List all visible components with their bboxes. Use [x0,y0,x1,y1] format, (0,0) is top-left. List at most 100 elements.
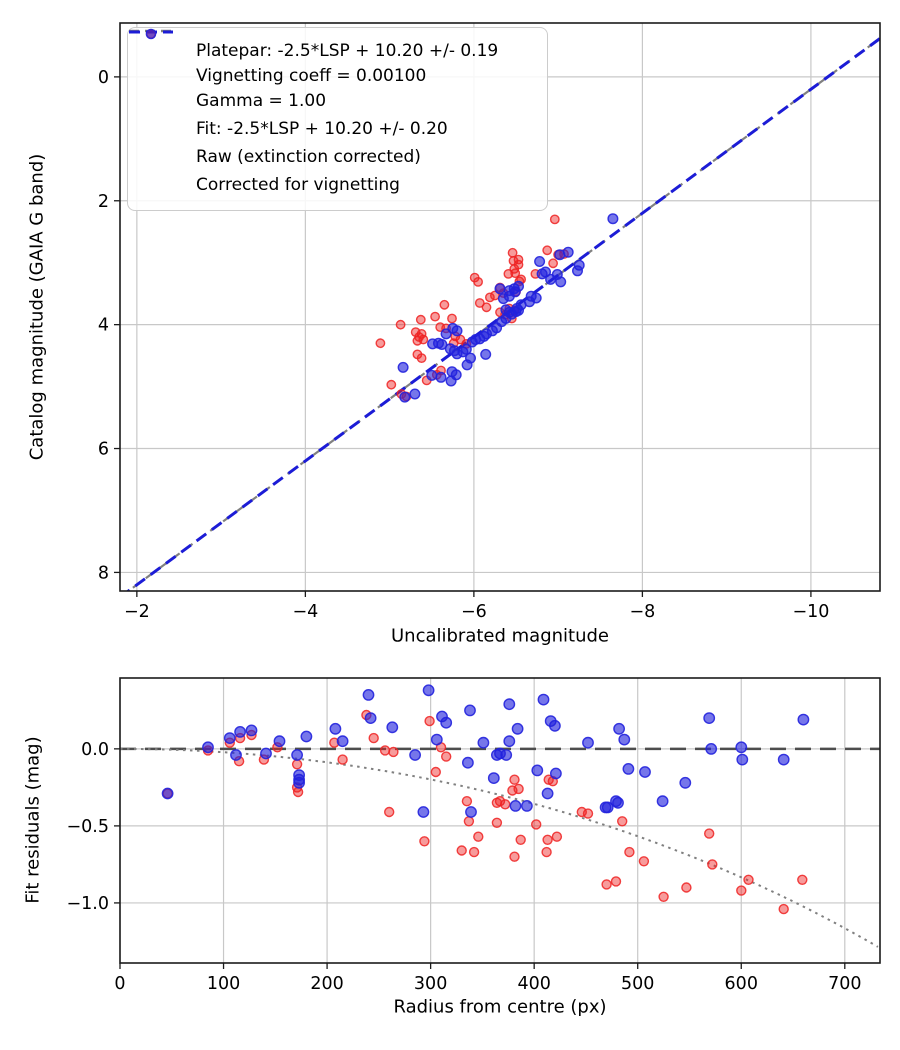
data-point [524,296,536,308]
data-point [500,799,511,810]
data-point [735,741,748,754]
bottom-y-axis-label: Fit residuals (mag) [22,736,44,904]
data-point [456,845,467,856]
bottom-plot: 0 100 200 300 400 500 600 700 0.0 −0.5 −1.0 [67,677,881,994]
data-point [491,322,503,334]
data-point [430,766,441,778]
data-point [537,693,550,706]
data-point [551,831,563,842]
data-point [292,786,304,798]
x-tick-label: −4 [292,602,318,622]
data-point [572,265,584,277]
data-point [797,874,808,885]
data-point [230,749,242,761]
data-point [509,774,520,785]
data-point [509,851,520,862]
data-point [436,339,448,351]
data-point [449,345,461,357]
data-point [705,743,718,755]
data-point [656,795,669,808]
data-point [291,749,303,761]
vignetting-curve [120,747,879,948]
data-point [613,722,625,735]
data-point [397,361,409,373]
data-point [484,292,495,303]
y-tick-label: 0.0 [81,740,109,760]
legend-raw-label: Raw (extinction corrected) [196,147,421,167]
x-tick-label: −2 [124,602,150,622]
data-point [395,319,406,330]
data-point [260,747,272,760]
data-point [293,776,305,789]
data-point [542,245,553,256]
tick-labels: 0 100 200 300 400 500 600 700 0.0 −0.5 −1.0 [67,740,862,994]
data-point [473,831,484,842]
data-point [362,689,375,701]
data-point [223,732,236,744]
x-tick-label: 300 [414,974,447,994]
data-point [624,846,635,858]
data-point [440,716,453,729]
y-tick-label: 8 [98,563,109,583]
legend-entry-corrected: Corrected for vignetting [140,28,537,198]
data-point [412,335,423,346]
data-point [601,801,614,814]
x-tick-label: 700 [828,974,861,994]
data-point [541,787,554,800]
data-point [494,796,506,807]
series-corrected [397,213,619,403]
data-point [468,846,480,858]
plot-content [120,684,880,948]
legend-platepar-line3: Gamma = 1.00 [196,91,327,111]
data-point [465,806,477,818]
data-point [638,856,650,867]
data-point [464,704,476,717]
data-point [487,772,500,784]
data-point [417,806,430,818]
data-point [441,751,452,762]
data-point [601,879,612,890]
data-point [639,766,651,778]
data-point [607,213,619,225]
bottom-x-axis-label: Radius from centre (px) [393,996,607,1018]
data-point [447,313,457,324]
legend: Platepar: -2.5*LSP + 10.20 +/- 0.19 Vign… [127,27,548,211]
fit-line [125,37,880,591]
legend-entry-platepar: Platepar: -2.5*LSP + 10.20 +/- 0.19 Vign… [129,29,537,114]
axes-spines [119,677,881,964]
data-point [416,353,427,363]
data-point [704,828,715,839]
data-point [386,721,399,734]
data-point [503,735,516,748]
y-tick-label: 0 [98,68,109,88]
data-point [508,255,519,266]
data-point [461,359,473,371]
data-point [461,756,474,769]
data-point [534,256,546,268]
data-point [513,280,525,292]
data-point [426,369,438,381]
series-raw [375,214,569,402]
data-point [550,767,562,780]
data-point [388,746,399,758]
axes-spines [119,22,881,592]
tick-labels: −2 −4 −6 −8 −10 0 2 4 6 8 [98,68,830,622]
data-point [399,391,411,403]
data-point [736,753,749,766]
data-point [424,715,435,727]
data-point [531,764,544,777]
data-point [430,311,440,322]
data-point [422,684,435,697]
data-point [379,745,391,756]
data-point [491,817,503,828]
data-point [541,846,552,858]
y-tick-label: 2 [98,192,109,212]
legend-entry-raw: Raw (extinction corrected) [140,29,537,170]
data-point [386,379,397,390]
data-point [419,836,430,847]
data-point [470,334,482,346]
data-point [797,713,810,726]
data-point [549,214,560,225]
data-point [622,763,635,775]
